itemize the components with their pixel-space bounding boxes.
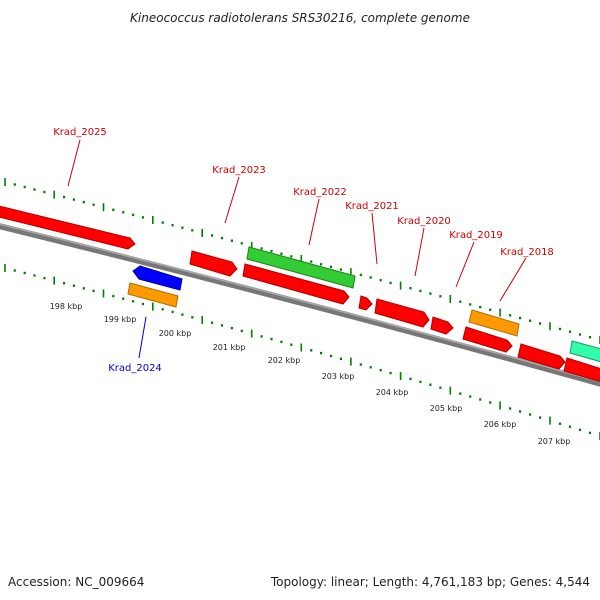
leader-krad-2020 bbox=[414, 227, 425, 277]
gene-features bbox=[0, 205, 600, 383]
leader-krad-2025 bbox=[67, 139, 81, 187]
cds-krad-2022[interactable] bbox=[242, 263, 350, 305]
leader-krad-2024 bbox=[138, 316, 147, 359]
kbp-label: 203 kbp bbox=[322, 372, 355, 381]
cds-krad-2025[interactable] bbox=[0, 205, 136, 250]
sequence-backbone bbox=[0, 223, 600, 387]
genome-summary-text: Topology: linear; Length: 4,761,183 bp; … bbox=[270, 575, 590, 589]
kbp-label: 205 kbp bbox=[430, 404, 463, 413]
gene-labels: Krad_2025 Krad_2024 Krad_2023 Krad_2022 … bbox=[53, 127, 554, 374]
kbp-label: 200 kbp bbox=[159, 329, 192, 338]
inner-tick-track bbox=[4, 264, 600, 440]
cds-krad-2021[interactable] bbox=[358, 295, 373, 311]
leader-krad-2019 bbox=[455, 241, 475, 288]
gene-label-krad-2023: Krad_2023 bbox=[212, 165, 266, 176]
leader-krad-2021 bbox=[371, 212, 378, 265]
map-title: Kineococcus radiotolerans SRS30216, comp… bbox=[130, 11, 470, 25]
outer-tick-track bbox=[4, 178, 600, 344]
gene-label-krad-2020: Krad_2020 bbox=[397, 216, 451, 227]
cds-krad-2018[interactable] bbox=[462, 326, 513, 353]
gene-label-krad-2019: Krad_2019 bbox=[449, 230, 503, 241]
gene-label-krad-2018: Krad_2018 bbox=[500, 247, 554, 258]
kbp-label: 202 kbp bbox=[268, 356, 301, 365]
gene-label-krad-2022: Krad_2022 bbox=[293, 187, 347, 198]
cds-red-206kbp[interactable] bbox=[517, 343, 566, 370]
leader-krad-2022 bbox=[308, 198, 320, 246]
cds-krad-2024[interactable] bbox=[132, 265, 183, 291]
cds-krad-2019[interactable] bbox=[430, 316, 454, 335]
sequence-backbone-highlight bbox=[0, 223, 600, 383]
kbp-ruler: 198 kbp 199 kbp 200 kbp 201 kbp 202 kbp … bbox=[50, 302, 571, 446]
kbp-label: 204 kbp bbox=[376, 388, 409, 397]
accession-text: Accession: NC_009664 bbox=[8, 575, 144, 589]
kbp-label: 207 kbp bbox=[538, 437, 571, 446]
cds-krad-2020[interactable] bbox=[374, 298, 430, 328]
cds-teal-edge[interactable] bbox=[569, 340, 600, 363]
gene-label-krad-2021: Krad_2021 bbox=[345, 201, 399, 212]
cds-orange-199kbp[interactable] bbox=[127, 282, 179, 308]
cds-green-krad-2022[interactable] bbox=[246, 246, 356, 289]
kbp-label: 198 kbp bbox=[50, 302, 83, 311]
gene-label-krad-2024: Krad_2024 bbox=[108, 363, 162, 374]
gene-label-krad-2025: Krad_2025 bbox=[53, 127, 107, 138]
kbp-label: 199 kbp bbox=[104, 315, 137, 324]
kbp-label: 206 kbp bbox=[484, 420, 517, 429]
cds-red-edge[interactable] bbox=[563, 357, 600, 383]
leader-krad-2018 bbox=[499, 257, 527, 302]
cds-orange-krad-2019[interactable] bbox=[468, 309, 520, 337]
label-leaders bbox=[67, 139, 527, 359]
kbp-label: 201 kbp bbox=[213, 343, 246, 352]
leader-krad-2023 bbox=[224, 176, 240, 224]
cds-krad-2023[interactable] bbox=[189, 250, 238, 277]
